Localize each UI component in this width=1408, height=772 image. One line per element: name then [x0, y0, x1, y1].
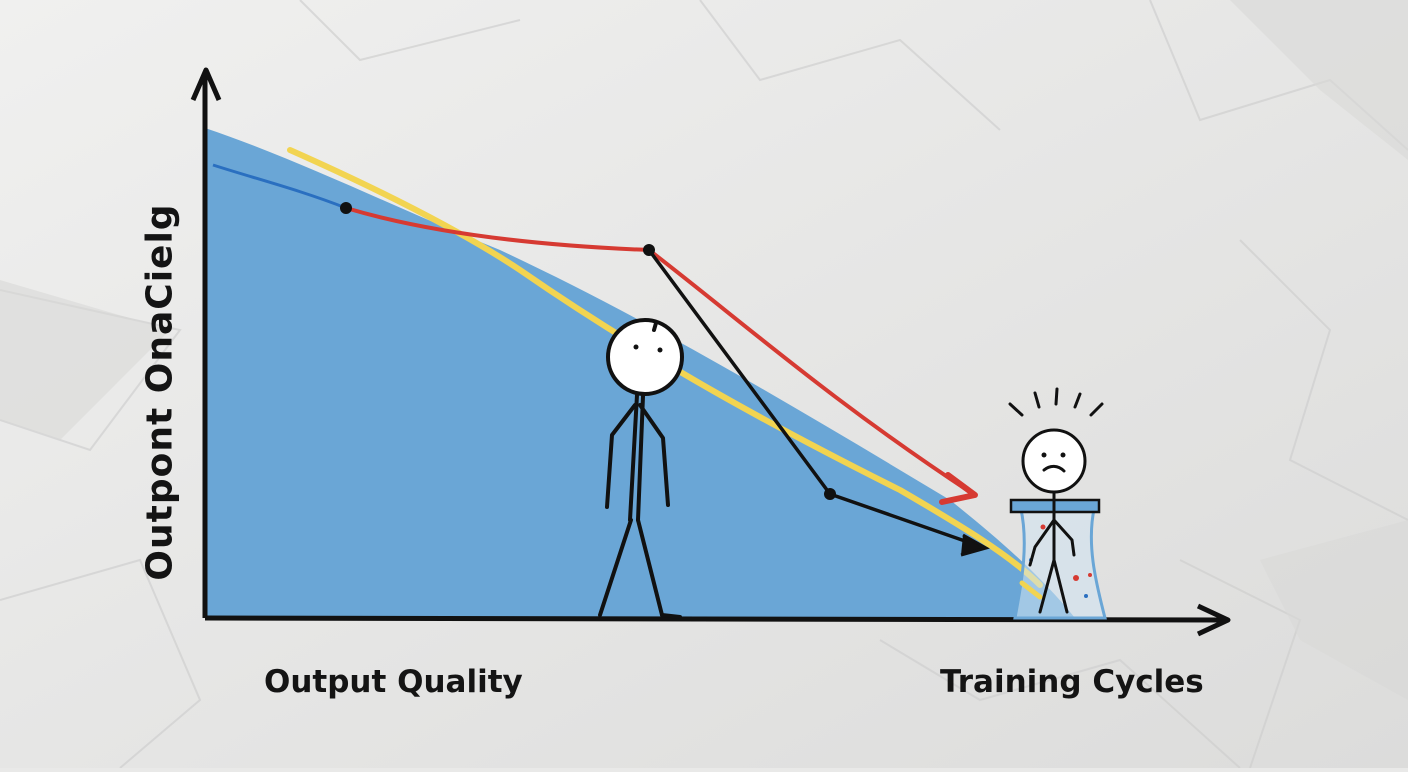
point-drop: [824, 488, 836, 500]
paper-shadows: [0, 0, 1408, 700]
worried-figure-eye: [1041, 452, 1047, 458]
x-axis-label-left: Output Quality: [264, 664, 523, 700]
point-start: [340, 202, 352, 214]
red-trend-arrow: [345, 206, 972, 494]
glass-tube: [1013, 503, 1107, 620]
worried-figure-eye: [1060, 452, 1066, 458]
worried-stick-figure-in-glass: [1008, 387, 1107, 620]
calm-figure-eye: [633, 344, 639, 350]
yellow-line-end: [1019, 580, 1043, 600]
x-axis-arrowhead: [1196, 603, 1231, 637]
worried-figure-head: [1021, 428, 1087, 494]
worried-figure-mouth: [1042, 464, 1066, 473]
x-axis-label-right: Training Cycles: [940, 664, 1204, 700]
blue-trend-line: [212, 163, 347, 210]
y-axis-label: Outpont OnaCielg: [139, 203, 181, 581]
calm-figure-head: [606, 318, 684, 396]
black-arrowhead: [960, 533, 990, 557]
calm-figure-eye: [657, 347, 663, 353]
calm-stick-figure: [598, 318, 684, 619]
x-axis: [204, 615, 1226, 623]
y-axis-arrowhead: [190, 67, 222, 101]
calm-figure-body: [628, 393, 645, 522]
red-arrowhead: [939, 472, 978, 505]
stress-lines: [1008, 387, 1104, 417]
worried-figure-arms: [1028, 518, 1076, 567]
glass-particles: [1040, 524, 1092, 581]
calm-figure-legs: [598, 518, 664, 617]
calm-figure-arms: [605, 403, 670, 509]
point-plateau: [643, 244, 655, 256]
calm-figure-foot: [660, 613, 682, 619]
calm-figure-hair: [652, 321, 658, 332]
yellow-trend-line: [287, 147, 1043, 588]
worried-figure-legs: [1038, 558, 1069, 614]
